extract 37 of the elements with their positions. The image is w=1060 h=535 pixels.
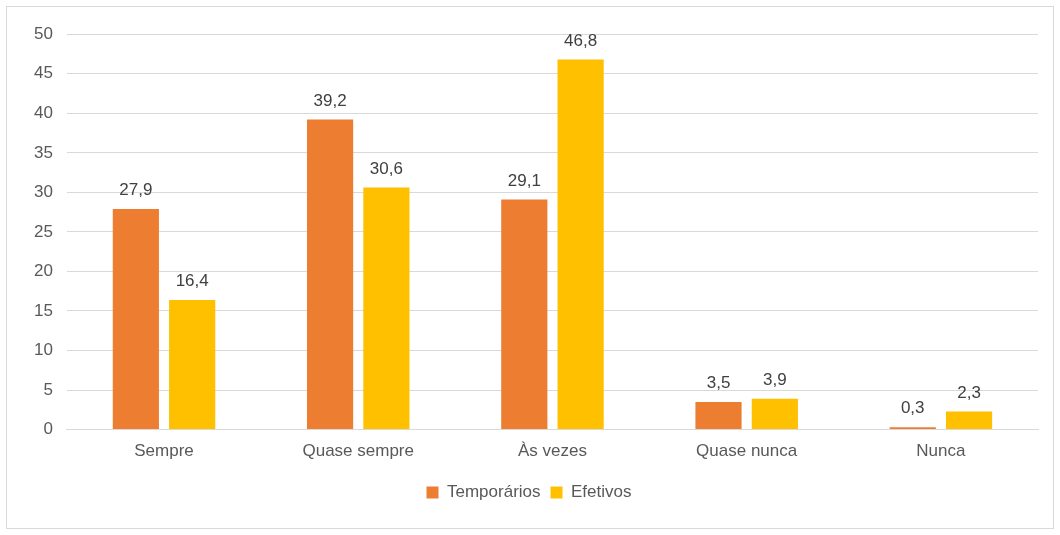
y-tick-label: 15 [33,300,53,320]
data-label: 39,2 [313,90,347,110]
data-label: 16,4 [175,271,209,291]
y-tick-label: 5 [43,379,53,399]
bar [112,208,159,430]
y-tick-label: 25 [33,221,53,241]
x-tick-label: Às vezes [517,441,587,461]
x-tick-label: Quase sempre [302,441,414,461]
bar [695,401,742,430]
bar [751,398,798,430]
data-label: 29,1 [507,170,541,190]
data-label: 30,6 [369,158,403,178]
bar [945,411,993,430]
y-tick-label: 50 [33,23,53,43]
data-label: 2,3 [957,382,981,402]
x-tick-label: Sempre [134,441,194,461]
y-tick-label: 40 [33,102,53,122]
bar [306,119,354,430]
legend-label: Temporários [447,482,541,502]
bar [501,199,548,430]
x-tick-label: Quase nunca [696,441,798,461]
y-tick-label: 10 [33,340,53,360]
data-label: 3,9 [763,369,787,389]
y-tick-label: 45 [33,63,53,83]
bar [169,299,216,430]
legend-label: Efetivos [571,482,632,502]
data-label: 46,8 [564,30,598,50]
data-label: 27,9 [119,180,153,200]
bar [363,187,410,430]
bar [557,59,604,430]
x-tick-label: Nunca [916,441,967,461]
data-label: 3,5 [706,373,731,393]
y-tick-label: 30 [33,182,53,202]
y-tick-label: 0 [43,419,53,439]
y-tick-label: 20 [33,261,53,281]
y-tick-label: 35 [33,142,53,162]
data-label: 0,3 [900,398,925,418]
